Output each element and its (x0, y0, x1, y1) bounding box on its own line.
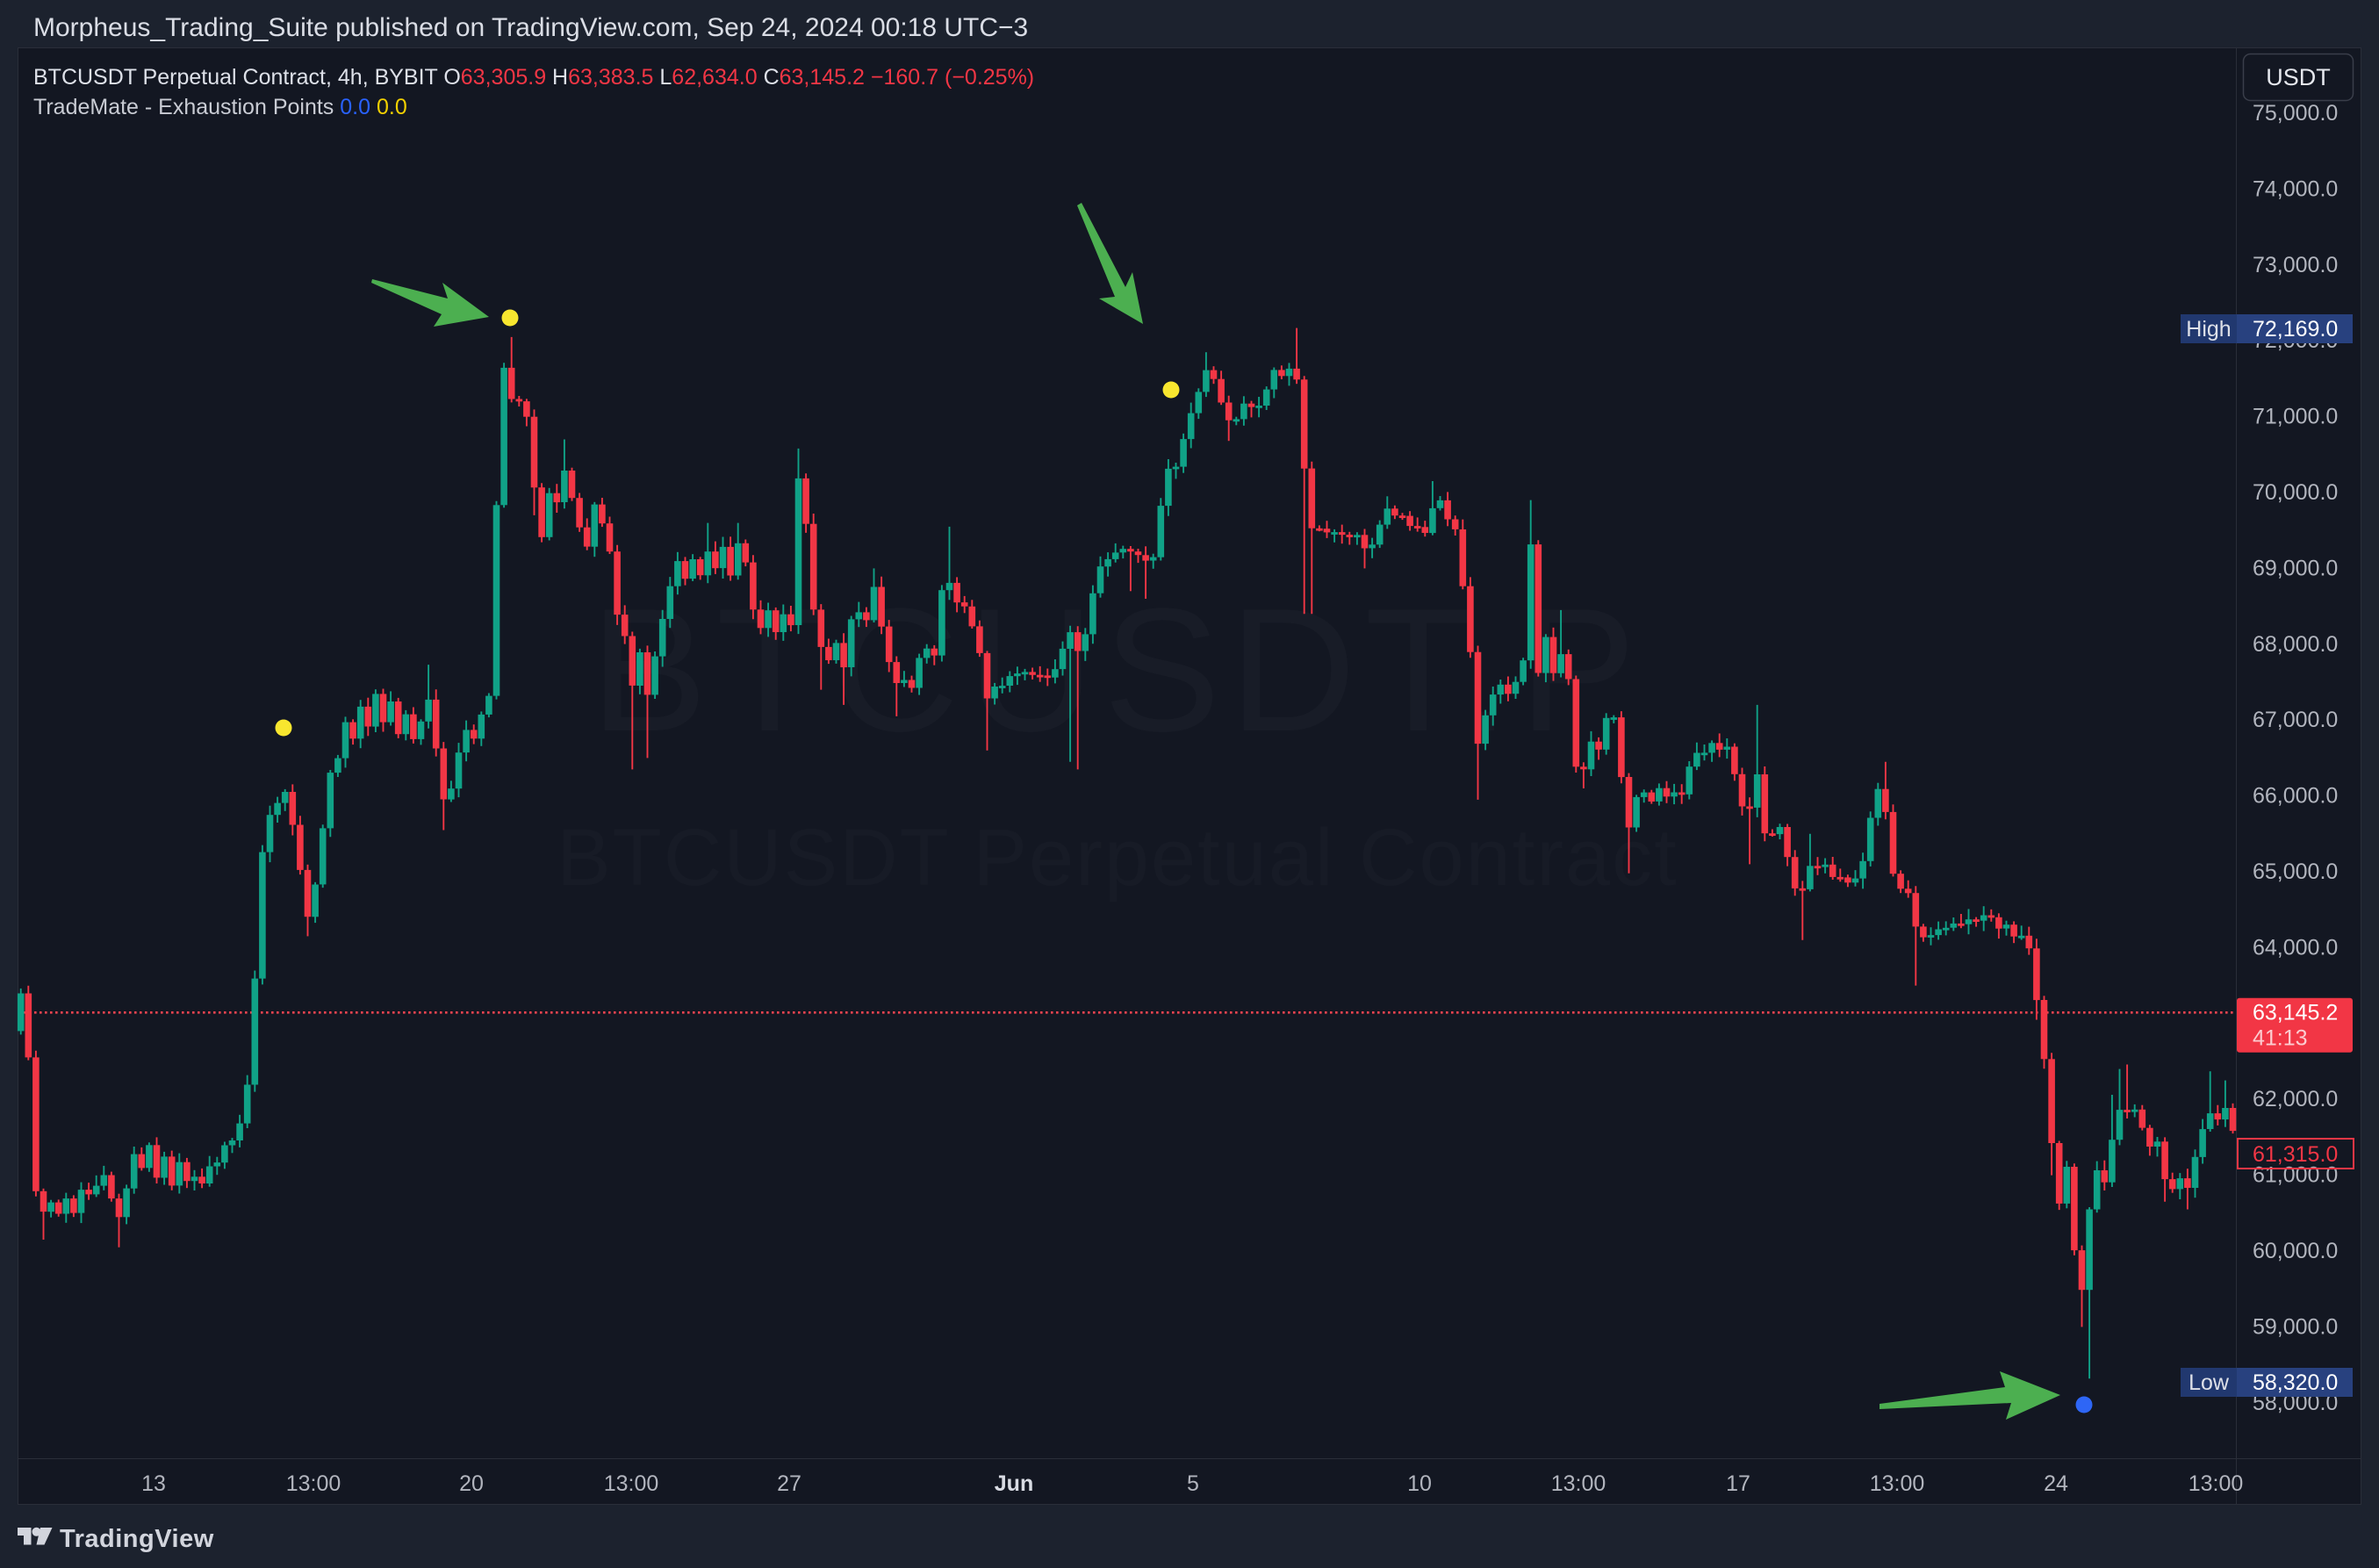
svg-text:TradingView: TradingView (60, 1525, 214, 1553)
svg-text:67,000.0: 67,000.0 (2253, 708, 2338, 732)
svg-text:60,000.0: 60,000.0 (2253, 1239, 2338, 1263)
svg-text:Jun: Jun (995, 1471, 1033, 1496)
svg-text:13:00: 13:00 (1870, 1471, 1925, 1496)
svg-text:Morpheus_Trading_Suite publish: Morpheus_Trading_Suite published on Trad… (33, 13, 1028, 42)
svg-text:10: 10 (1407, 1471, 1432, 1496)
svg-text:75,000.0: 75,000.0 (2253, 101, 2338, 126)
svg-text:74,000.0: 74,000.0 (2253, 176, 2338, 201)
svg-text:72,169.0: 72,169.0 (2253, 317, 2338, 342)
svg-text:24: 24 (2044, 1471, 2068, 1496)
svg-text:5: 5 (1187, 1471, 1199, 1496)
svg-text:69,000.0: 69,000.0 (2253, 556, 2338, 580)
svg-text:BTCUSDT Perpetual Contract, 4h: BTCUSDT Perpetual Contract, 4h, BYBIT O6… (33, 65, 1034, 90)
svg-text:13:00: 13:00 (286, 1471, 341, 1496)
svg-text:71,000.0: 71,000.0 (2253, 405, 2338, 429)
svg-text:68,000.0: 68,000.0 (2253, 632, 2338, 657)
svg-text:64,000.0: 64,000.0 (2253, 935, 2338, 960)
svg-text:59,000.0: 59,000.0 (2253, 1314, 2338, 1339)
svg-text:20: 20 (459, 1471, 484, 1496)
svg-text:41:13: 41:13 (2253, 1025, 2308, 1050)
svg-text:13:00: 13:00 (2189, 1471, 2244, 1496)
svg-text:13:00: 13:00 (1551, 1471, 1606, 1496)
svg-text:70,000.0: 70,000.0 (2253, 480, 2338, 505)
svg-text:17: 17 (1726, 1471, 1750, 1496)
svg-text:61,315.0: 61,315.0 (2253, 1142, 2338, 1167)
svg-text:65,000.0: 65,000.0 (2253, 860, 2338, 884)
svg-text:62,000.0: 62,000.0 (2253, 1087, 2338, 1111)
svg-text:Low: Low (2189, 1370, 2230, 1395)
svg-text:BTCUSDT Perpetual Contract: BTCUSDT Perpetual Contract (557, 813, 1678, 903)
svg-text:13:00: 13:00 (604, 1471, 659, 1496)
svg-text:63,145.2: 63,145.2 (2253, 1000, 2338, 1025)
svg-text:58,320.0: 58,320.0 (2253, 1370, 2338, 1395)
svg-text:73,000.0: 73,000.0 (2253, 253, 2338, 277)
svg-text:61,000.0: 61,000.0 (2253, 1163, 2338, 1188)
svg-text:High: High (2186, 317, 2231, 342)
svg-text:USDT: USDT (2266, 64, 2331, 90)
svg-text:27: 27 (777, 1471, 801, 1496)
svg-text:TradeMate - Exhaustion Points: TradeMate - Exhaustion Points 0.0 0.0 (33, 95, 407, 119)
svg-text:13: 13 (141, 1471, 166, 1496)
svg-text:66,000.0: 66,000.0 (2253, 784, 2338, 809)
